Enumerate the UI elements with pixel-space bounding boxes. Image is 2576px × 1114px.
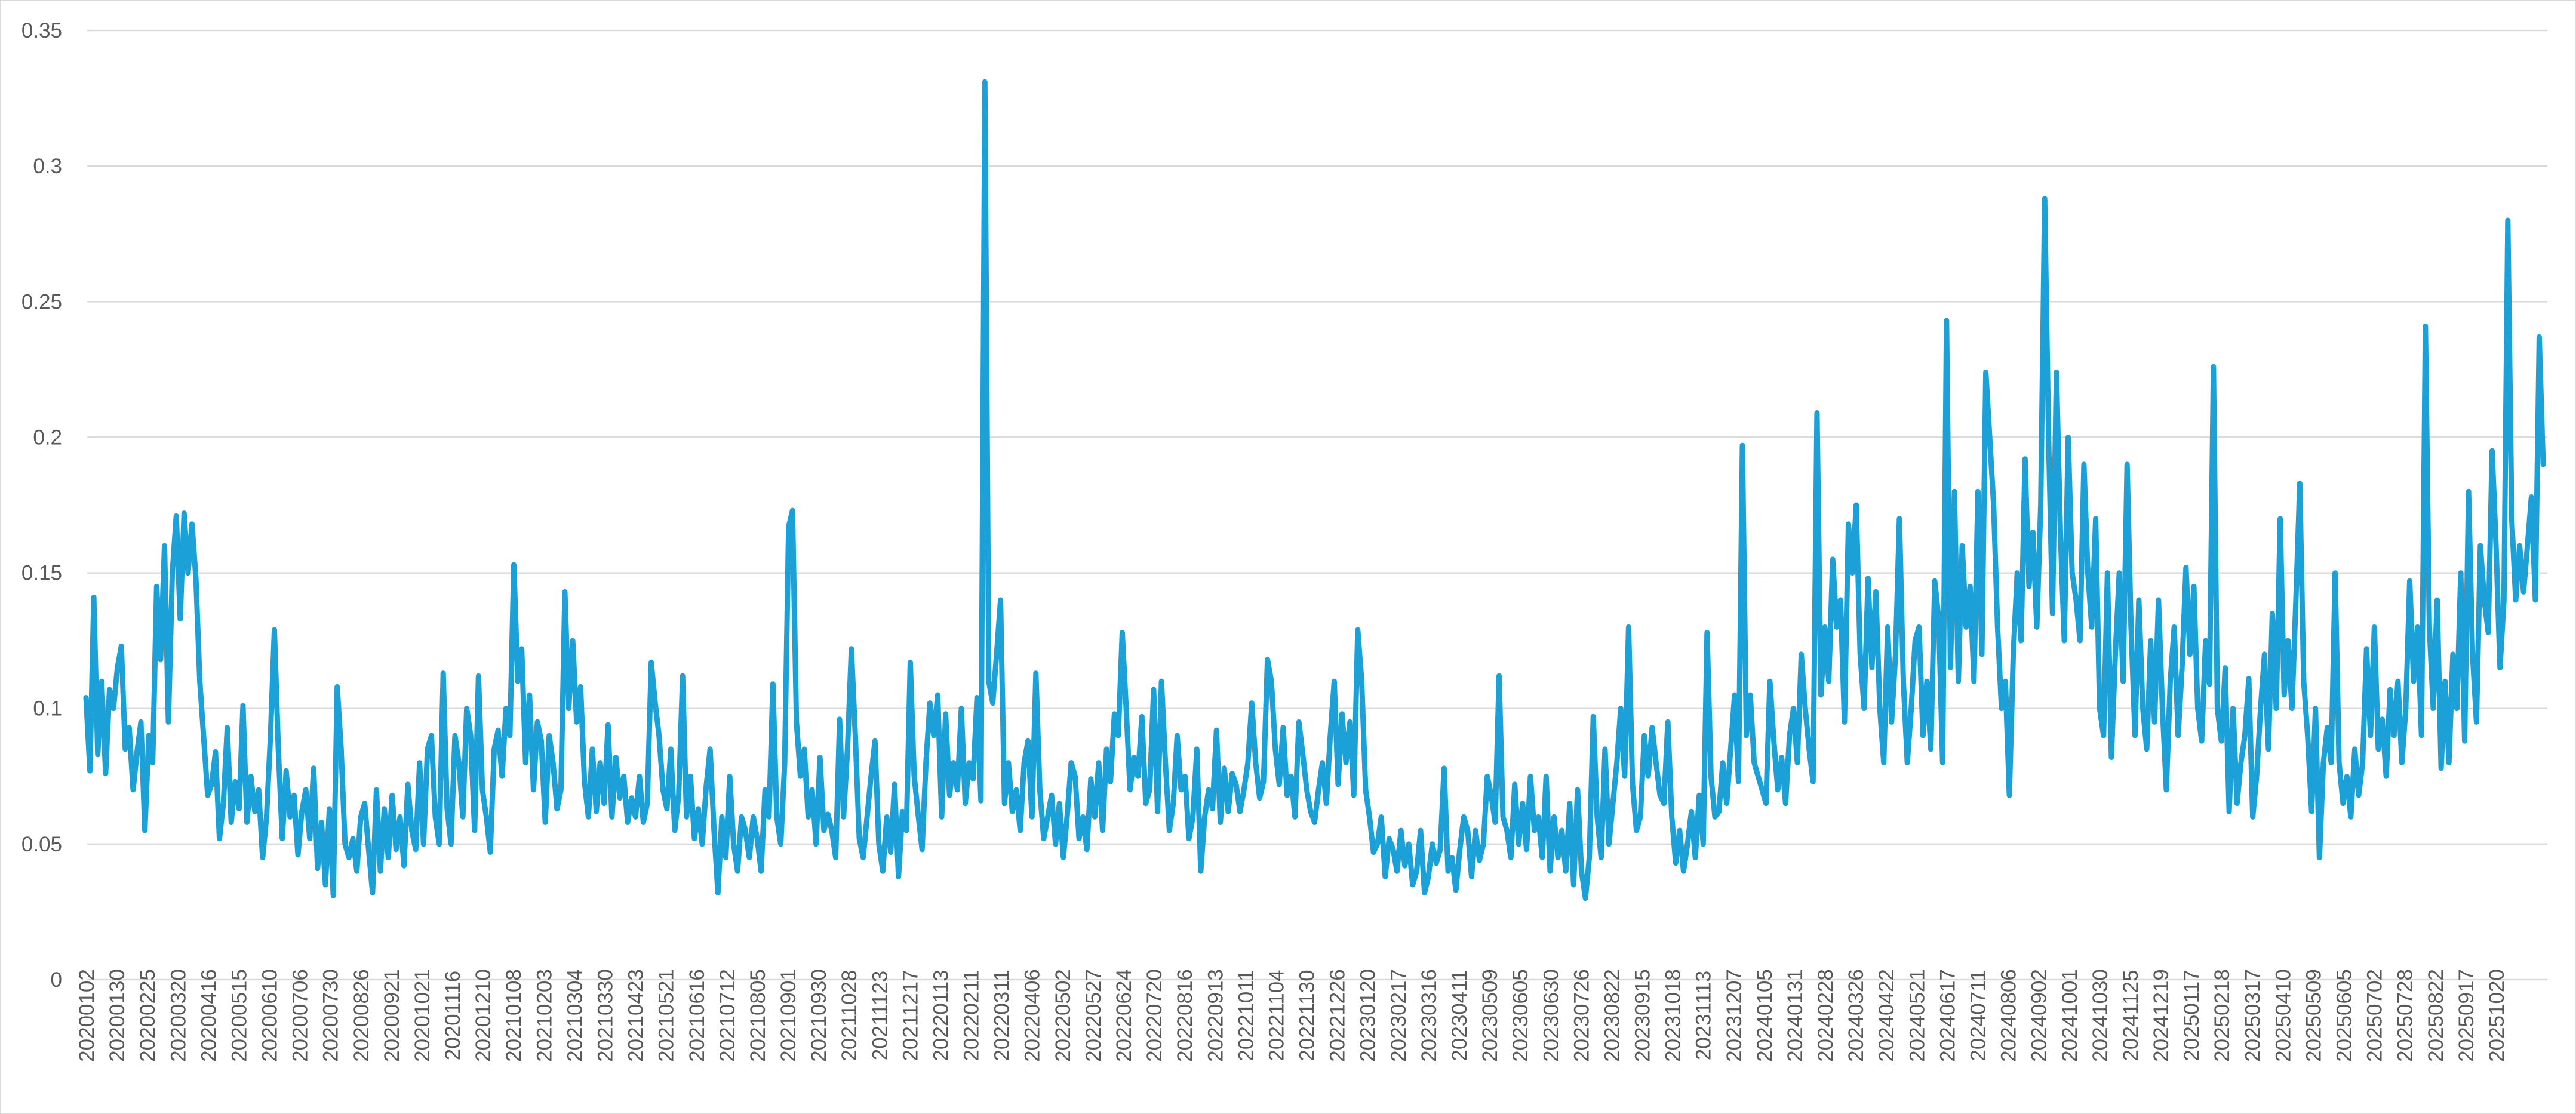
x-tick-label: 20200610 xyxy=(259,969,282,1062)
x-tick-label: 20221130 xyxy=(1296,970,1319,1061)
y-axis-tick-labels: 0 0.05 0.1 0.15 0.2 0.25 0.3 0.35 xyxy=(21,19,62,992)
x-tick-label: 20230509 xyxy=(1478,969,1502,1062)
x-tick-label: 20230915 xyxy=(1631,969,1655,1062)
x-tick-label: 20201210 xyxy=(472,969,495,1062)
x-tick-label: 20221104 xyxy=(1265,970,1288,1061)
x-tick-label: 20250728 xyxy=(2394,969,2417,1062)
x-tick-label: 20240617 xyxy=(1936,969,1959,1062)
x-tick-label: 20200225 xyxy=(136,969,159,1062)
x-tick-label: 20210330 xyxy=(594,969,617,1062)
x-tick-label: 20211123 xyxy=(868,971,892,1061)
x-tick-label: 20200416 xyxy=(197,969,220,1062)
y-tick-label: 0.2 xyxy=(33,426,62,449)
x-tick-label: 20210203 xyxy=(533,969,556,1062)
x-tick-label: 20200826 xyxy=(350,969,373,1062)
x-tick-label: 20220113 xyxy=(929,970,952,1061)
x-tick-label: 20200706 xyxy=(289,969,312,1062)
x-tick-label: 20240105 xyxy=(1753,969,1776,1062)
x-tick-label: 20231207 xyxy=(1723,969,1746,1062)
x-tick-label: 20200515 xyxy=(228,969,251,1062)
x-tick-label: 20240228 xyxy=(1814,969,1837,1062)
x-tick-label: 20200102 xyxy=(75,969,99,1062)
x-tick-label: 20250702 xyxy=(2363,969,2387,1062)
x-tick-label: 20220720 xyxy=(1143,969,1166,1062)
x-tick-label: 20250218 xyxy=(2211,969,2234,1062)
x-tick-label: 20230630 xyxy=(1539,969,1563,1062)
x-tick-label: 20230726 xyxy=(1570,969,1593,1062)
x-tick-label: 20220527 xyxy=(1082,969,1105,1062)
x-tick-label: 20210616 xyxy=(686,969,709,1062)
x-tick-label: 20251020 xyxy=(2485,969,2509,1062)
x-tick-label: 20250317 xyxy=(2241,969,2264,1062)
x-tick-label: 20201021 xyxy=(411,969,434,1062)
x-tick-label: 20210108 xyxy=(502,969,525,1062)
x-tick-label: 20230605 xyxy=(1509,969,1532,1062)
y-tick-label: 0.35 xyxy=(21,19,62,42)
x-tick-label: 20210304 xyxy=(563,969,586,1062)
x-tick-label: 20210805 xyxy=(746,969,770,1062)
gridlines xyxy=(87,29,2547,981)
x-tick-label: 20230217 xyxy=(1387,969,1410,1062)
x-tick-label: 20210901 xyxy=(777,969,800,1062)
x-tick-label: 20240806 xyxy=(1997,969,2021,1062)
x-tick-label: 20200921 xyxy=(380,969,404,1062)
x-tick-label: 20231018 xyxy=(1662,969,1685,1062)
x-tick-label: 20241125 xyxy=(2119,970,2142,1061)
x-tick-label: 20230411 xyxy=(1448,970,1471,1061)
y-tick-label: 0.05 xyxy=(21,833,62,856)
x-tick-label: 20241219 xyxy=(2150,969,2173,1062)
x-tick-label: 20210712 xyxy=(716,969,739,1062)
x-tick-label: 20250509 xyxy=(2302,969,2325,1062)
x-tick-label: 20220311 xyxy=(991,970,1014,1061)
x-tick-label: 20221011 xyxy=(1234,970,1258,1061)
x-axis-tick-labels: 20200102 20200130 20200225 20200320 20200416… xyxy=(75,969,2509,1062)
x-tick-label: 20220624 xyxy=(1112,969,1136,1062)
x-tick-label: 20250822 xyxy=(2424,969,2448,1062)
x-tick-label: 20200130 xyxy=(106,969,129,1062)
x-tick-label: 20201116 xyxy=(441,971,465,1061)
x-tick-label: 20250410 xyxy=(2271,969,2295,1062)
x-tick-label: 20241030 xyxy=(2089,969,2112,1062)
x-tick-label: 20240422 xyxy=(1875,969,1898,1062)
x-tick-label: 20240711 xyxy=(1966,970,1990,1061)
x-tick-label: 20220406 xyxy=(1021,969,1044,1062)
y-tick-label: 0.25 xyxy=(21,290,62,313)
x-tick-label: 20210521 xyxy=(655,969,678,1062)
y-tick-label: 0.3 xyxy=(33,155,62,178)
x-tick-label: 20220211 xyxy=(960,970,983,1061)
x-tick-label: 20211217 xyxy=(899,970,922,1061)
series-line xyxy=(83,79,2546,901)
y-tick-label: 0.15 xyxy=(21,562,62,585)
x-tick-label: 20250917 xyxy=(2455,969,2478,1062)
x-tick-label: 20210423 xyxy=(625,969,648,1062)
x-tick-label: 20200320 xyxy=(167,969,190,1062)
y-tick-label: 0 xyxy=(51,968,62,992)
x-tick-label: 20230316 xyxy=(1418,969,1441,1062)
x-tick-label: 20241001 xyxy=(2058,969,2082,1062)
x-tick-label: 20220913 xyxy=(1204,969,1227,1062)
x-tick-label: 20240521 xyxy=(1905,969,1929,1062)
x-tick-label: 20220502 xyxy=(1052,969,1075,1062)
x-tick-label: 20220816 xyxy=(1173,969,1197,1062)
x-tick-label: 20240131 xyxy=(1784,969,1807,1062)
y-tick-label: 0.1 xyxy=(33,697,62,721)
x-tick-label: 20230120 xyxy=(1357,969,1380,1062)
x-tick-label: 20250117 xyxy=(2180,970,2203,1061)
x-tick-label: 20210930 xyxy=(807,969,831,1062)
x-tick-label: 20231113 xyxy=(1692,971,1716,1061)
x-tick-label: 20240326 xyxy=(1845,969,1868,1062)
series-layer xyxy=(83,79,2546,901)
x-tick-label: 20240902 xyxy=(2028,969,2051,1062)
x-tick-label: 20200730 xyxy=(319,969,343,1062)
x-tick-label: 20221226 xyxy=(1326,969,1350,1062)
x-tick-label: 20250605 xyxy=(2333,969,2356,1062)
x-tick-label: 20230822 xyxy=(1600,969,1624,1062)
x-tick-label: 20211028 xyxy=(838,970,861,1061)
